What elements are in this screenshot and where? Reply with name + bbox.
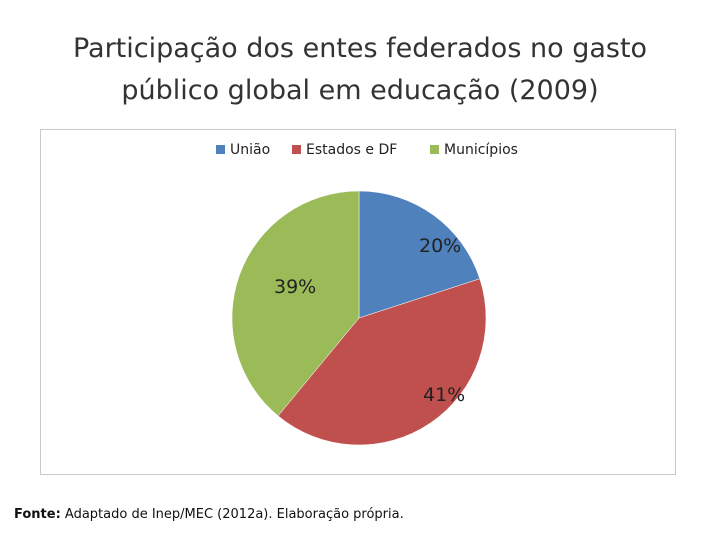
data-label-municipios: 39%	[274, 276, 316, 298]
pie-slice-uniao	[358, 190, 481, 319]
data-label-estados-e-df: 41%	[423, 384, 465, 406]
legend-swatch	[216, 145, 225, 154]
slide-title: Participação dos entes federados no gast…	[72, 33, 648, 106]
legend-item-uniao: União	[216, 142, 270, 158]
legend-item-municipios: Municípios	[430, 142, 518, 158]
chart-frame: União Estados e DF Municípios 20% 41% 39%	[40, 129, 676, 475]
source-note: Fonte: Adaptado de Inep/MEC (2012a). Ela…	[14, 507, 404, 522]
source-text: Adaptado de Inep/MEC (2012a). Elaboração…	[64, 507, 404, 522]
legend-item-estados-e-df: Estados e DF	[292, 142, 397, 158]
legend-label: Municípios	[444, 142, 518, 158]
source-label: Fonte:	[14, 507, 61, 522]
data-label-uniao: 20%	[419, 235, 461, 257]
legend-swatch	[292, 145, 301, 154]
pie-slice-municipios	[231, 190, 360, 417]
legend-label: Estados e DF	[306, 142, 397, 158]
pie-slice-estados-e-df	[277, 278, 487, 446]
legend-label: União	[230, 142, 270, 158]
legend-swatch	[430, 145, 439, 154]
pie-chart: União Estados e DF Municípios 20% 41% 39%	[216, 142, 518, 446]
